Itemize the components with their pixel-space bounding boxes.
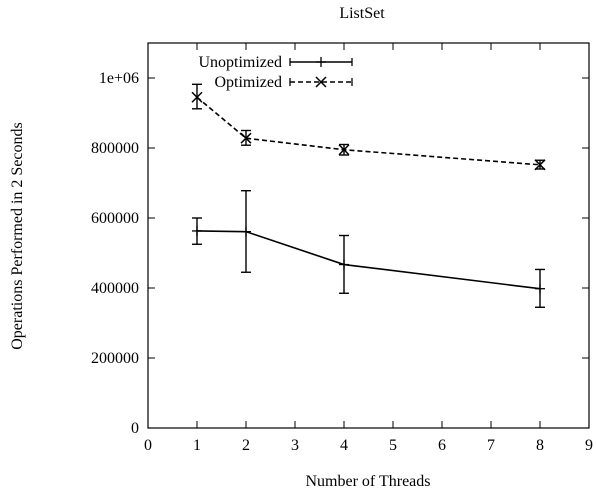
x-tick-label: 2 xyxy=(242,437,250,454)
x-tick-label: 9 xyxy=(585,437,593,454)
series-optimized xyxy=(191,83,546,171)
y-tick-label: 200000 xyxy=(91,350,139,367)
y-tick-label: 600000 xyxy=(91,210,139,227)
x-tick-label: 1 xyxy=(193,437,201,454)
point-optimized-d2 xyxy=(191,91,203,103)
x-tick-label: 8 xyxy=(536,437,544,454)
point-optimized-d2 xyxy=(338,144,350,156)
series-layer xyxy=(191,83,546,308)
chart-title: ListSet xyxy=(339,5,385,22)
x-tick-label: 5 xyxy=(389,437,397,454)
series-line-unoptimized xyxy=(196,230,541,290)
series-unoptimized xyxy=(192,189,545,308)
legend-label-unoptimized: Unoptimized xyxy=(198,54,282,71)
plot-frame xyxy=(147,42,590,429)
x-axis: 0 1 2 3 4 5 6 7 8 9 xyxy=(144,43,593,454)
x-tick-label: 4 xyxy=(340,437,348,454)
legend-label-optimized: Optimized xyxy=(214,74,282,91)
x-tick-label: 7 xyxy=(487,437,495,454)
legend: Unoptimized Optimized xyxy=(198,54,353,91)
series-line-optimized xyxy=(196,96,541,166)
point-optimized-d2 xyxy=(534,159,546,171)
x-tick-label: 0 xyxy=(144,437,152,454)
y-tick-label: 800000 xyxy=(91,140,139,157)
y-axis-title: Operations Performed in 2 Seconds xyxy=(9,122,26,350)
legend-marker-optimized-d2 xyxy=(315,76,327,88)
y-tick-label: 0 xyxy=(131,420,139,437)
x-tick-label: 6 xyxy=(438,437,446,454)
point-optimized-d2 xyxy=(240,132,252,144)
y-tick-label: 400000 xyxy=(91,280,139,297)
x-tick-label: 3 xyxy=(291,437,299,454)
y-axis: 0 200000 400000 600000 800000 1e+06 xyxy=(91,70,589,437)
y-tick-label: 1e+06 xyxy=(99,70,139,87)
x-axis-title: Number of Threads xyxy=(306,473,431,490)
